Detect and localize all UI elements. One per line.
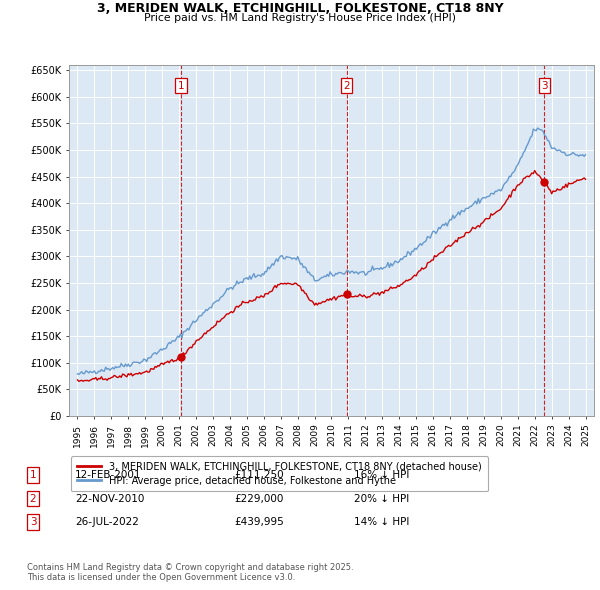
Text: 12-FEB-2001: 12-FEB-2001 <box>75 470 142 480</box>
Text: Contains HM Land Registry data © Crown copyright and database right 2025.
This d: Contains HM Land Registry data © Crown c… <box>27 563 353 582</box>
Text: 3, MERIDEN WALK, ETCHINGHILL, FOLKESTONE, CT18 8NY: 3, MERIDEN WALK, ETCHINGHILL, FOLKESTONE… <box>97 2 503 15</box>
Text: 26-JUL-2022: 26-JUL-2022 <box>75 517 139 527</box>
Text: 16% ↓ HPI: 16% ↓ HPI <box>354 470 409 480</box>
Text: 1: 1 <box>29 470 37 480</box>
Text: £439,995: £439,995 <box>234 517 284 527</box>
Text: £111,250: £111,250 <box>234 470 284 480</box>
Text: 2: 2 <box>343 81 350 91</box>
Text: 3: 3 <box>541 81 548 91</box>
Text: 22-NOV-2010: 22-NOV-2010 <box>75 494 145 503</box>
Text: 14% ↓ HPI: 14% ↓ HPI <box>354 517 409 527</box>
Text: 2: 2 <box>29 494 37 503</box>
Text: 3: 3 <box>29 517 37 527</box>
Legend: 3, MERIDEN WALK, ETCHINGHILL, FOLKESTONE, CT18 8NY (detached house), HPI: Averag: 3, MERIDEN WALK, ETCHINGHILL, FOLKESTONE… <box>71 456 488 491</box>
Text: £229,000: £229,000 <box>234 494 283 503</box>
Text: 1: 1 <box>178 81 184 91</box>
Text: Price paid vs. HM Land Registry's House Price Index (HPI): Price paid vs. HM Land Registry's House … <box>144 13 456 23</box>
Text: 20% ↓ HPI: 20% ↓ HPI <box>354 494 409 503</box>
